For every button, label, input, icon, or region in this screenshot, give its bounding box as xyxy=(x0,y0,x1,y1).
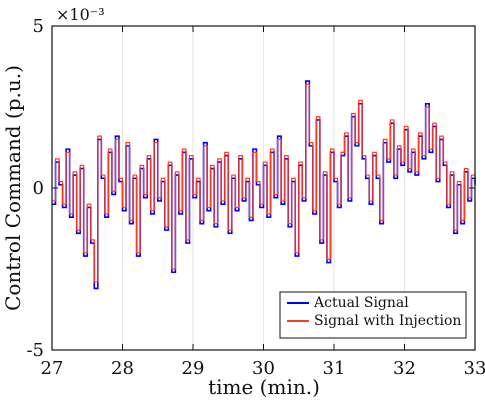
series-line-signal-with-injection xyxy=(52,83,476,283)
y-tick-label-2: 5 xyxy=(33,16,44,37)
x-ticks: 27 28 29 30 31 32 33 xyxy=(41,26,485,379)
y-axis-label: Control Command (p.u.) xyxy=(1,65,25,311)
y-ticks: -5 0 5 xyxy=(26,16,475,361)
x-tick-label-5: 32 xyxy=(393,358,416,379)
x-tick-label-3: 30 xyxy=(252,358,275,379)
x-tick-label-1: 28 xyxy=(111,358,134,379)
legend-box: Actual Signal Signal with Injection xyxy=(279,291,467,339)
y-exponent-label: ×10⁻³ xyxy=(56,5,105,24)
legend-frame xyxy=(279,291,467,339)
x-tick-label-4: 31 xyxy=(323,358,346,379)
legend-label-1: Signal with Injection xyxy=(314,313,461,329)
x-tick-label-6: 33 xyxy=(464,358,485,379)
y-tick-label-1: 0 xyxy=(33,178,44,199)
x-tick-label-2: 29 xyxy=(182,358,205,379)
y-tick-label-0: -5 xyxy=(26,340,44,361)
x-tick-label-0: 27 xyxy=(41,358,64,379)
legend-label-0: Actual Signal xyxy=(313,295,409,311)
x-axis-label: time (min.) xyxy=(208,375,320,399)
